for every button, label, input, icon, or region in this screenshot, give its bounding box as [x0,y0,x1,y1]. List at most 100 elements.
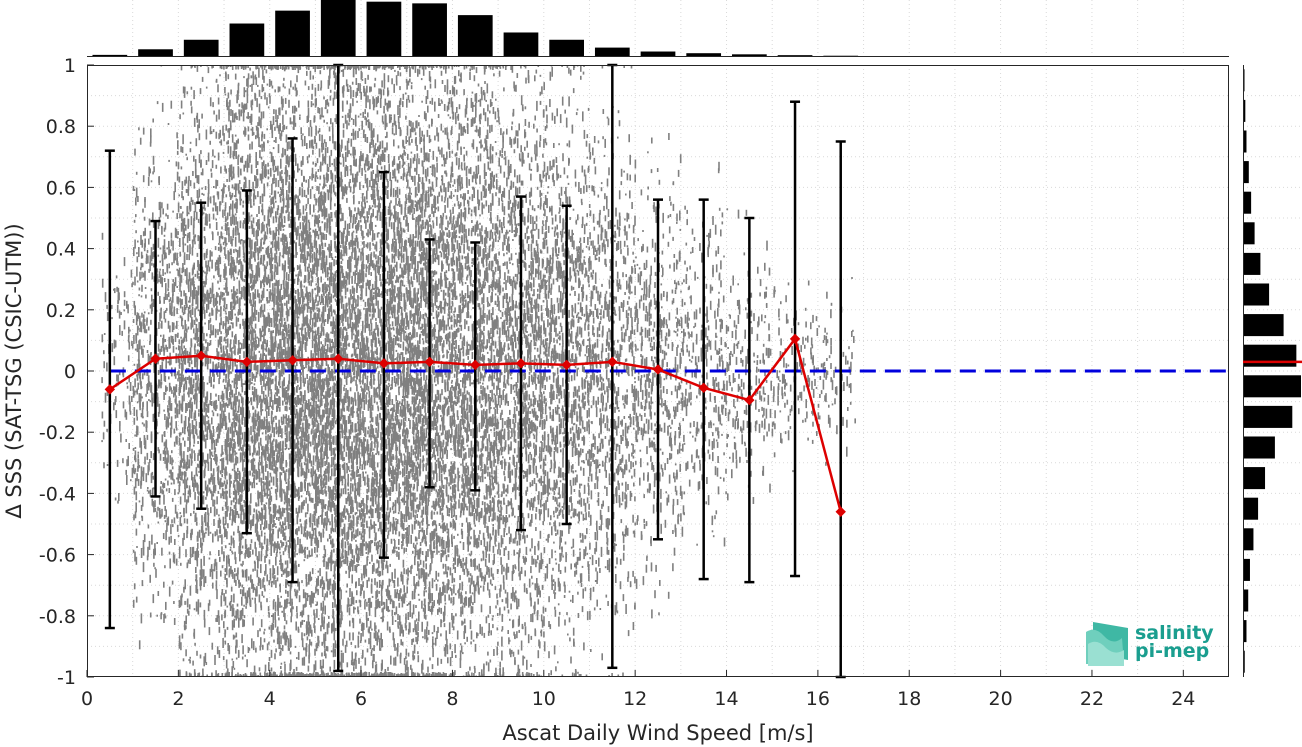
scatter-point [252,617,254,626]
scatter-point [212,474,214,485]
scatter-point [261,344,263,349]
scatter-point [180,336,182,339]
scatter-point [184,243,187,246]
scatter-point [158,322,160,329]
scatter-point [185,403,187,413]
scatter-point [136,252,138,255]
scatter-point [260,477,263,486]
scatter-point [136,325,139,336]
scatter-point [278,259,281,267]
scatter-point [267,471,269,481]
scatter-point [173,310,175,317]
top-histogram-bars [92,0,859,57]
scatter-point [161,202,163,209]
scatter-point [240,173,242,176]
scatter-point [183,345,185,349]
scatter-point [264,65,267,68]
scatter-point [170,307,173,316]
scatter-point [254,420,256,423]
scatter-point [247,134,250,141]
scatter-point [173,282,176,292]
scatter-point [260,637,262,648]
scatter-point [204,438,207,449]
scatter-point [309,307,312,313]
scatter-point [247,548,249,558]
scatter-point [265,394,267,397]
scatter-point [218,268,220,278]
scatter-point [293,115,295,126]
scatter-point [222,345,225,356]
scatter-point [222,125,224,136]
scatter-point [154,500,156,508]
scatter-point [211,259,213,269]
scatter-point [202,343,204,353]
scatter-point [199,569,202,576]
scatter-point [219,459,222,462]
scatter-point [248,488,250,491]
scatter-point [254,313,256,318]
scatter-point [171,300,173,309]
scatter-point [237,672,239,677]
scatter-point [250,284,253,291]
scatter-point [225,491,227,500]
scatter-point [184,471,186,481]
scatter-point [229,166,231,177]
scatter-point [307,615,310,626]
scatter-point [195,138,198,147]
scatter-point [224,629,227,634]
scatter-point [146,555,149,561]
scatter-point [233,259,235,267]
scatter-point [133,417,136,425]
scatter-point [198,276,200,282]
scatter-point [226,65,228,69]
right-histogram-bar [1243,130,1247,153]
scatter-point [266,261,268,267]
scatter-point [267,364,269,370]
scatter-point [139,277,142,279]
scatter-point [148,166,150,177]
scatter-point [260,500,263,506]
scatter-point [203,332,205,341]
scatter-point [123,309,126,312]
scatter-point [175,427,178,431]
scatter-point [217,374,219,377]
scatter-point [185,153,187,156]
scatter-point [250,324,253,329]
scatter-point [146,411,149,418]
scatter-point [216,366,218,371]
scatter-point [272,476,275,486]
scatter-point [165,488,168,492]
scatter-point [255,469,257,480]
scatter-point [194,333,197,339]
scatter-point [248,410,250,419]
scatter-point [178,642,181,649]
scatter-point [182,479,185,484]
scatter-point [115,275,118,279]
scatter-point [203,301,206,304]
scatter-point [171,580,174,585]
scatter-point [229,396,232,401]
scatter-point [242,362,245,368]
scatter-point [251,288,253,290]
scatter-point [234,203,236,209]
scatter-point [156,268,159,273]
scatter-point [215,295,218,306]
scatter-point [231,658,234,661]
scatter-point [170,239,173,247]
scatter-point [230,301,232,310]
scatter-point [265,564,267,575]
scatter-point [263,504,265,511]
scatter-point [128,395,131,405]
scatter-point [214,403,216,408]
scatter-point [232,112,234,123]
scatter-point [230,223,232,226]
scatter-point [263,277,265,285]
scatter-point [237,442,240,447]
scatter-point [137,382,139,390]
scatter-point [243,181,246,189]
scatter-point [195,429,198,435]
scatter-point [288,406,291,410]
scatter-point [169,469,171,474]
scatter-point [221,546,223,555]
scatter-point [185,471,187,477]
